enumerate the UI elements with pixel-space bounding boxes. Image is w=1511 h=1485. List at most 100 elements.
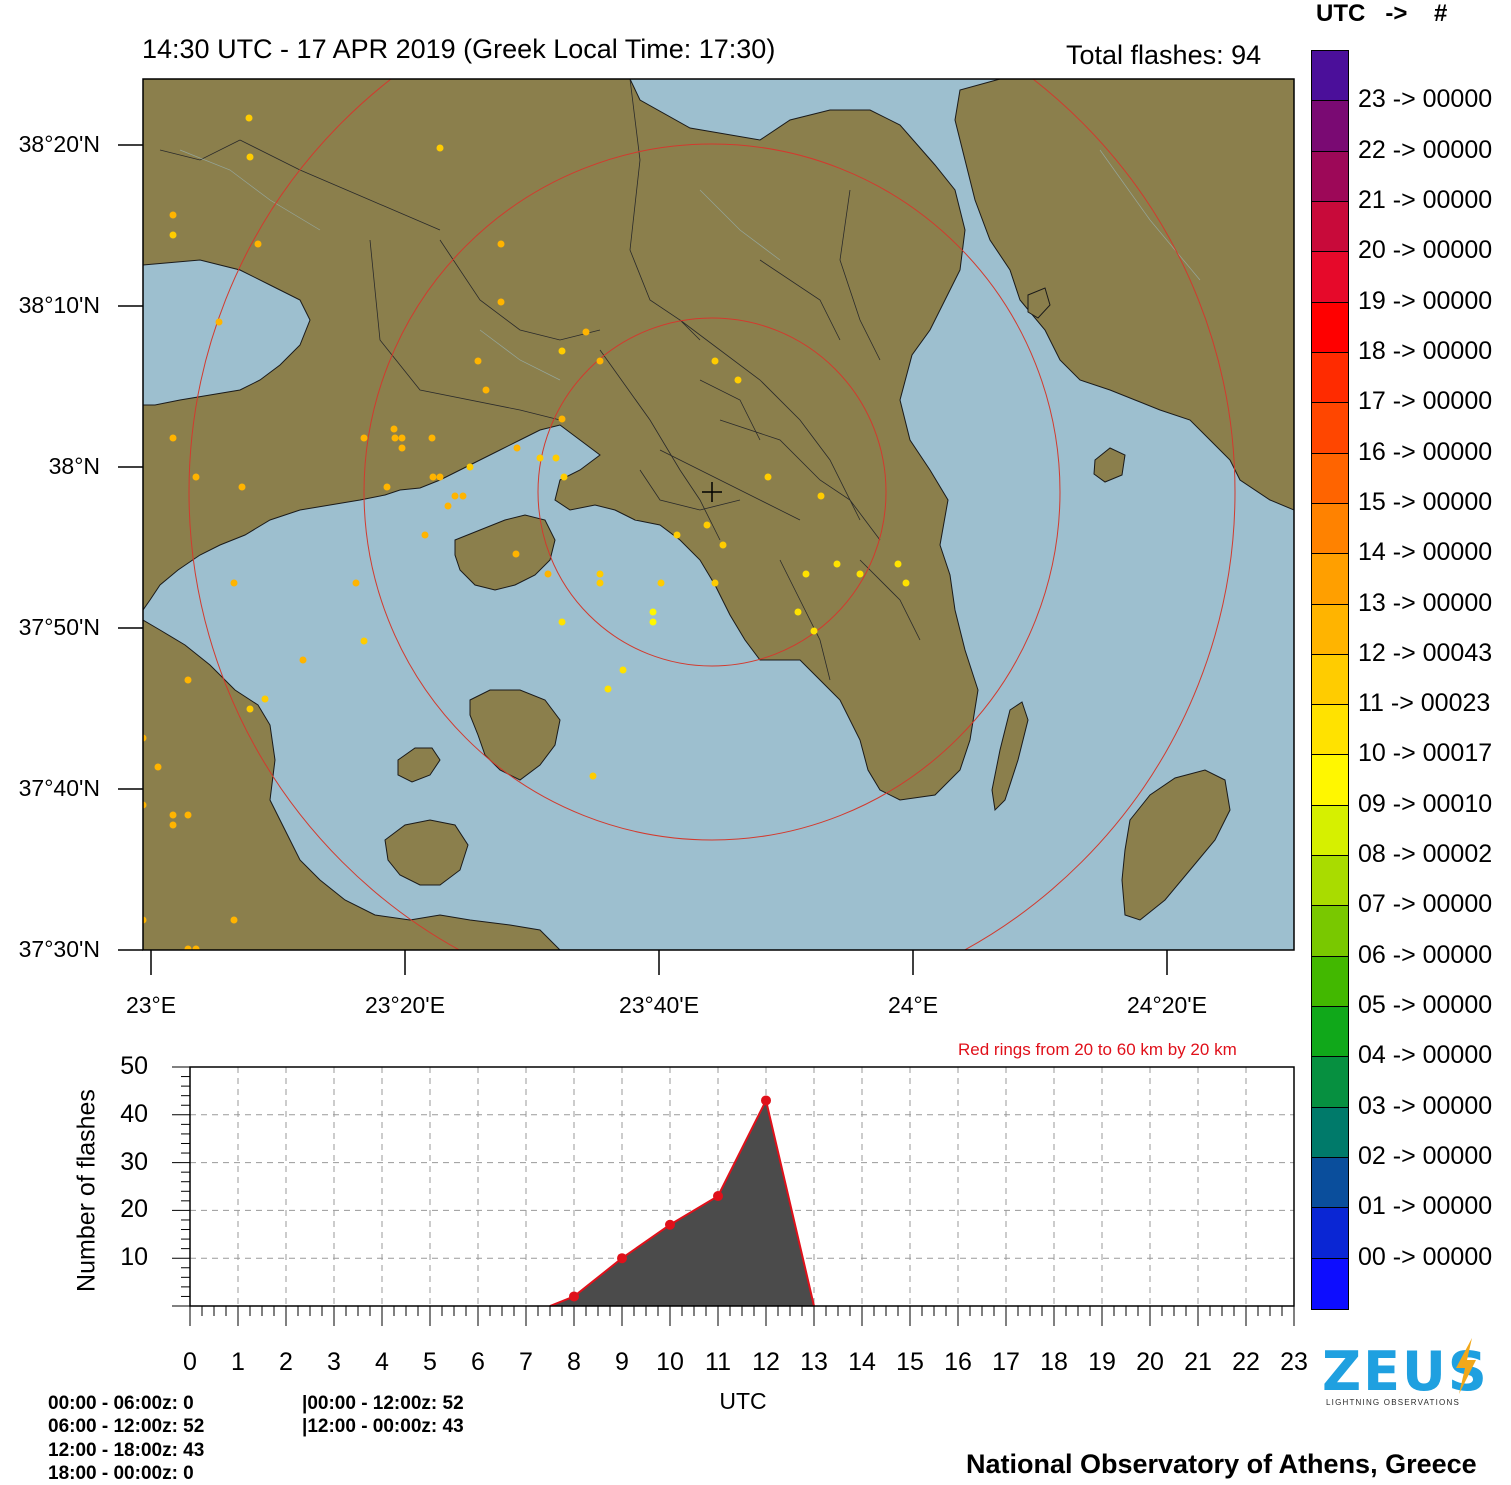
- lightning-strike: [451, 492, 459, 500]
- zeus-tagline: LIGHTNING OBSERVATIONS: [1326, 1398, 1460, 1407]
- lightning-strike: [184, 811, 192, 819]
- lightning-strike: [544, 570, 552, 578]
- land-aegina: [469, 689, 561, 781]
- lightning-strike: [192, 473, 200, 481]
- legend-swatch: [1312, 403, 1348, 454]
- legend-label: 06 -> 00000: [1358, 940, 1493, 969]
- lightning-strike: [169, 231, 177, 239]
- summary-12-18: 12:00 - 18:00z: 43: [48, 1440, 205, 1461]
- legend-swatch: [1312, 503, 1348, 555]
- legend-label: 11 -> 00023: [1358, 689, 1491, 718]
- legend-label: 08 -> 00002: [1358, 840, 1493, 869]
- lon-label-23-20: 23°20'E: [364, 992, 446, 1018]
- legend-label: 04 -> 00000: [1358, 1041, 1493, 1070]
- chart-xtick-label: 1: [231, 1348, 245, 1376]
- legend-label: 12 -> 00043: [1358, 638, 1493, 667]
- chart-xtick-label: 7: [519, 1348, 533, 1376]
- land-agistri: [397, 747, 441, 783]
- legend-label: 13 -> 00000: [1358, 588, 1493, 617]
- lightning-strike: [360, 434, 368, 442]
- chart-xtick-label: 12: [752, 1348, 780, 1376]
- chart-xtick-label: 2: [279, 1348, 293, 1376]
- land-mainland: [143, 79, 979, 801]
- lightning-strike: [421, 531, 429, 539]
- land-andros: [1121, 769, 1231, 921]
- chart-xtick-label: 13: [800, 1348, 828, 1376]
- lightning-strike: [254, 240, 262, 248]
- summary-06-12: 06:00 - 12:00z: 52: [48, 1416, 205, 1437]
- chart-ytick-label: 50: [120, 1052, 148, 1080]
- legend-swatch: [1312, 705, 1348, 756]
- lightning-strike: [497, 240, 505, 248]
- chart-xtick-label: 6: [471, 1348, 485, 1376]
- chart-xtick-label: 11: [705, 1348, 731, 1376]
- lightning-strike: [560, 473, 568, 481]
- chart-xtick-label: 4: [375, 1348, 389, 1376]
- lightning-strike: [558, 618, 566, 626]
- lon-label-24-20: 24°20'E: [1126, 992, 1208, 1018]
- lat-label-37-50: 37°50'N: [18, 614, 100, 640]
- lat-label-37-40: 37°40'N: [18, 775, 100, 801]
- lightning-strike: [360, 637, 368, 645]
- chart-xlabel: UTC: [719, 1388, 767, 1414]
- lightning-strike: [596, 579, 604, 587]
- chart-point: [665, 1219, 675, 1230]
- lightning-strike: [154, 763, 162, 771]
- land-salamis: [454, 514, 556, 591]
- land-makronisos: [991, 701, 1029, 812]
- summary-18-00: 18:00 - 00:00z: 0: [48, 1463, 194, 1484]
- lightning-strike: [383, 483, 391, 491]
- lightning-strike: [184, 676, 192, 684]
- lat-label-37-30: 37°30'N: [18, 936, 100, 962]
- legend-label: 21 -> 00000: [1358, 185, 1493, 214]
- chart-xtick-label: 16: [944, 1348, 972, 1376]
- chart-point: [569, 1291, 579, 1302]
- chart-xtick-label: 15: [896, 1348, 924, 1376]
- lightning-strike: [856, 570, 864, 578]
- legend-swatch: [1312, 654, 1348, 706]
- legend-swatch: [1312, 1007, 1348, 1058]
- legend-label: 07 -> 00000: [1358, 890, 1493, 919]
- lightning-strike: [657, 579, 665, 587]
- legend-swatch: [1312, 1208, 1348, 1259]
- footer-credit: National Observatory of Athens, Greece: [966, 1449, 1477, 1479]
- chart-xtick-label: 17: [992, 1348, 1020, 1376]
- chart-xtick-label: 21: [1184, 1348, 1212, 1376]
- lightning-strike: [352, 579, 360, 587]
- lightning-strike: [558, 415, 566, 423]
- legend-swatch: [1312, 805, 1348, 857]
- lightning-strike: [143, 801, 147, 809]
- chart-xtick-label: 22: [1232, 1348, 1260, 1376]
- legend-swatch: [1312, 1057, 1348, 1108]
- ring-40km: [363, 143, 1061, 841]
- lightning-strike: [459, 492, 467, 500]
- lightning-strike: [497, 298, 505, 306]
- legend-swatch: [1312, 906, 1348, 957]
- lightning-strike: [604, 685, 612, 693]
- lightning-strike: [711, 357, 719, 365]
- lightning-strike: [215, 318, 223, 326]
- land-petalion: [1093, 447, 1126, 483]
- legend-label: 19 -> 00000: [1358, 286, 1493, 315]
- lightning-map: [118, 78, 1295, 975]
- lightning-strike: [711, 579, 719, 587]
- lightning-strike: [169, 821, 177, 829]
- legend-swatch: [1312, 252, 1348, 303]
- municipal-borders: [159, 79, 921, 681]
- legend-label: 14 -> 00000: [1358, 538, 1493, 567]
- lightning-strike: [619, 666, 627, 674]
- lightning-strike: [596, 570, 604, 578]
- range-rings: [188, 79, 1236, 950]
- bolt-icon: [1456, 1338, 1476, 1394]
- legend-label: 01 -> 00000: [1358, 1192, 1493, 1221]
- lightning-strike: [143, 734, 147, 742]
- lightning-strike: [444, 502, 452, 510]
- legend-swatch: [1312, 302, 1348, 353]
- legend-label: 20 -> 00000: [1358, 236, 1493, 265]
- chart-xtick-label: 14: [848, 1348, 876, 1376]
- chart-xtick-label: 10: [656, 1348, 684, 1376]
- lightning-strike: [649, 608, 657, 616]
- lightning-strike: [589, 772, 597, 780]
- lat-label-38-10: 38°10'N: [18, 292, 100, 318]
- lat-ticks: [118, 144, 143, 951]
